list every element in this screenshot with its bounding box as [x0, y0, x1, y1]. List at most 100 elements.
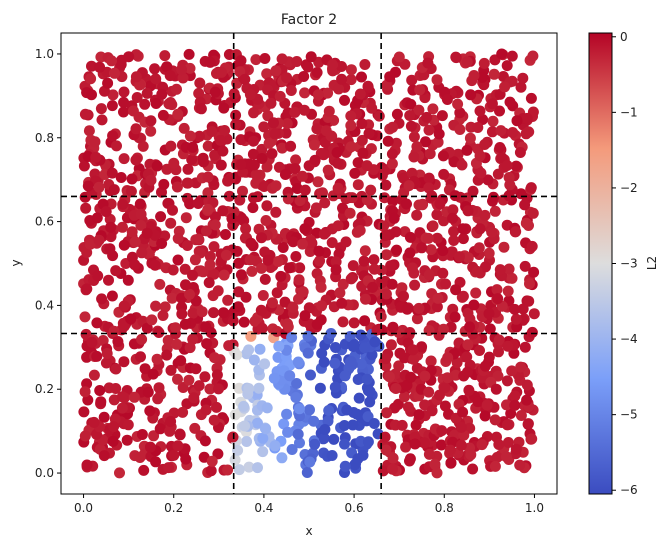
scatter-point [367, 281, 378, 293]
scatter-point [431, 301, 443, 313]
colorbar-tick-label: −1 [620, 105, 638, 119]
scatter-point [111, 140, 122, 152]
scatter-point [401, 303, 413, 315]
scatter-point [418, 437, 430, 449]
scatter-point [338, 420, 350, 431]
scatter-point [222, 464, 234, 476]
scatter-point [157, 109, 169, 121]
scatter-point [345, 64, 357, 76]
scatter-point [215, 159, 227, 171]
scatter-point [159, 301, 171, 313]
scatter-point [496, 48, 508, 60]
scatter-point [329, 357, 341, 369]
scatter-point [362, 436, 374, 448]
scatter-point [162, 334, 174, 346]
scatter-point [526, 433, 538, 445]
scatter-point [232, 444, 244, 456]
scatter-point [182, 177, 194, 189]
scatter-point [298, 71, 310, 82]
scatter-point [233, 286, 245, 298]
scatter-point [352, 374, 364, 385]
y-axis-label: y [9, 259, 23, 266]
scatter-point [294, 403, 305, 415]
x-tick-label: 0.2 [164, 501, 183, 515]
scatter-point [150, 300, 162, 312]
scatter-point [494, 142, 506, 153]
scatter-point [499, 81, 511, 93]
scatter-point [256, 322, 268, 334]
scatter-point [378, 165, 390, 177]
scatter-point [109, 67, 120, 79]
scatter-point [379, 431, 391, 443]
scatter-point [510, 313, 522, 325]
scatter-point [187, 269, 198, 281]
scatter-point [165, 217, 177, 229]
scatter-point [519, 260, 531, 272]
scatter-point [325, 130, 337, 142]
scatter-point [296, 170, 308, 182]
scatter-point [393, 51, 405, 63]
scatter-point [345, 141, 357, 153]
scatter-point [247, 202, 259, 214]
scatter-point [433, 128, 445, 140]
scatter-point [413, 104, 425, 116]
scatter-point [488, 191, 499, 203]
scatter-point [138, 464, 150, 476]
scatter-point [145, 174, 157, 186]
scatter-point [285, 140, 297, 152]
scatter-point [314, 382, 326, 394]
scatter-point [457, 233, 469, 245]
scatter-point [455, 439, 467, 451]
scatter-point [258, 121, 270, 133]
scatter-point [502, 437, 514, 448]
scatter-point [86, 336, 98, 348]
scatter-point [391, 244, 403, 256]
scatter-point [479, 360, 491, 372]
scatter-point [305, 236, 317, 248]
scatter-point [248, 135, 259, 147]
scatter-point [312, 89, 324, 101]
scatter-point [503, 190, 515, 202]
scatter-point [195, 103, 207, 115]
scatter-point [136, 429, 148, 440]
scatter-point [363, 127, 375, 139]
scatter-point [279, 169, 291, 180]
scatter-point [515, 81, 527, 93]
scatter-point [80, 202, 92, 214]
scatter-point [337, 278, 349, 290]
scatter-point [457, 406, 469, 418]
scatter-point [310, 202, 322, 214]
scatter-point [78, 406, 90, 418]
scatter-point [244, 254, 256, 266]
scatter-point [184, 130, 196, 142]
scatter-point [462, 339, 474, 351]
scatter-point [479, 139, 491, 150]
scatter-point [519, 341, 531, 353]
scatter-point [130, 154, 142, 166]
scatter-point [178, 122, 190, 134]
scatter-point [509, 399, 521, 411]
scatter-point [82, 394, 94, 406]
scatter-point [233, 257, 245, 269]
scatter-point [243, 461, 255, 473]
scatter-point [125, 185, 137, 197]
scatter-point [282, 426, 294, 438]
scatter-point [240, 223, 252, 235]
scatter-point [322, 415, 334, 427]
scatter-point [130, 71, 142, 83]
scatter-point [192, 198, 204, 209]
scatter-point [129, 236, 141, 248]
scatter-point [436, 110, 448, 122]
scatter-point [226, 213, 238, 225]
scatter-point [194, 77, 206, 89]
scatter-point [333, 83, 345, 95]
scatter-point [261, 161, 273, 173]
scatter-point [294, 195, 306, 207]
scatter-point [386, 148, 398, 160]
x-axis-label: x [305, 524, 312, 538]
scatter-point [510, 226, 522, 238]
scatter-point [187, 141, 199, 153]
scatter-point [165, 140, 177, 152]
scatter-point [209, 149, 221, 161]
scatter-point [222, 175, 234, 187]
